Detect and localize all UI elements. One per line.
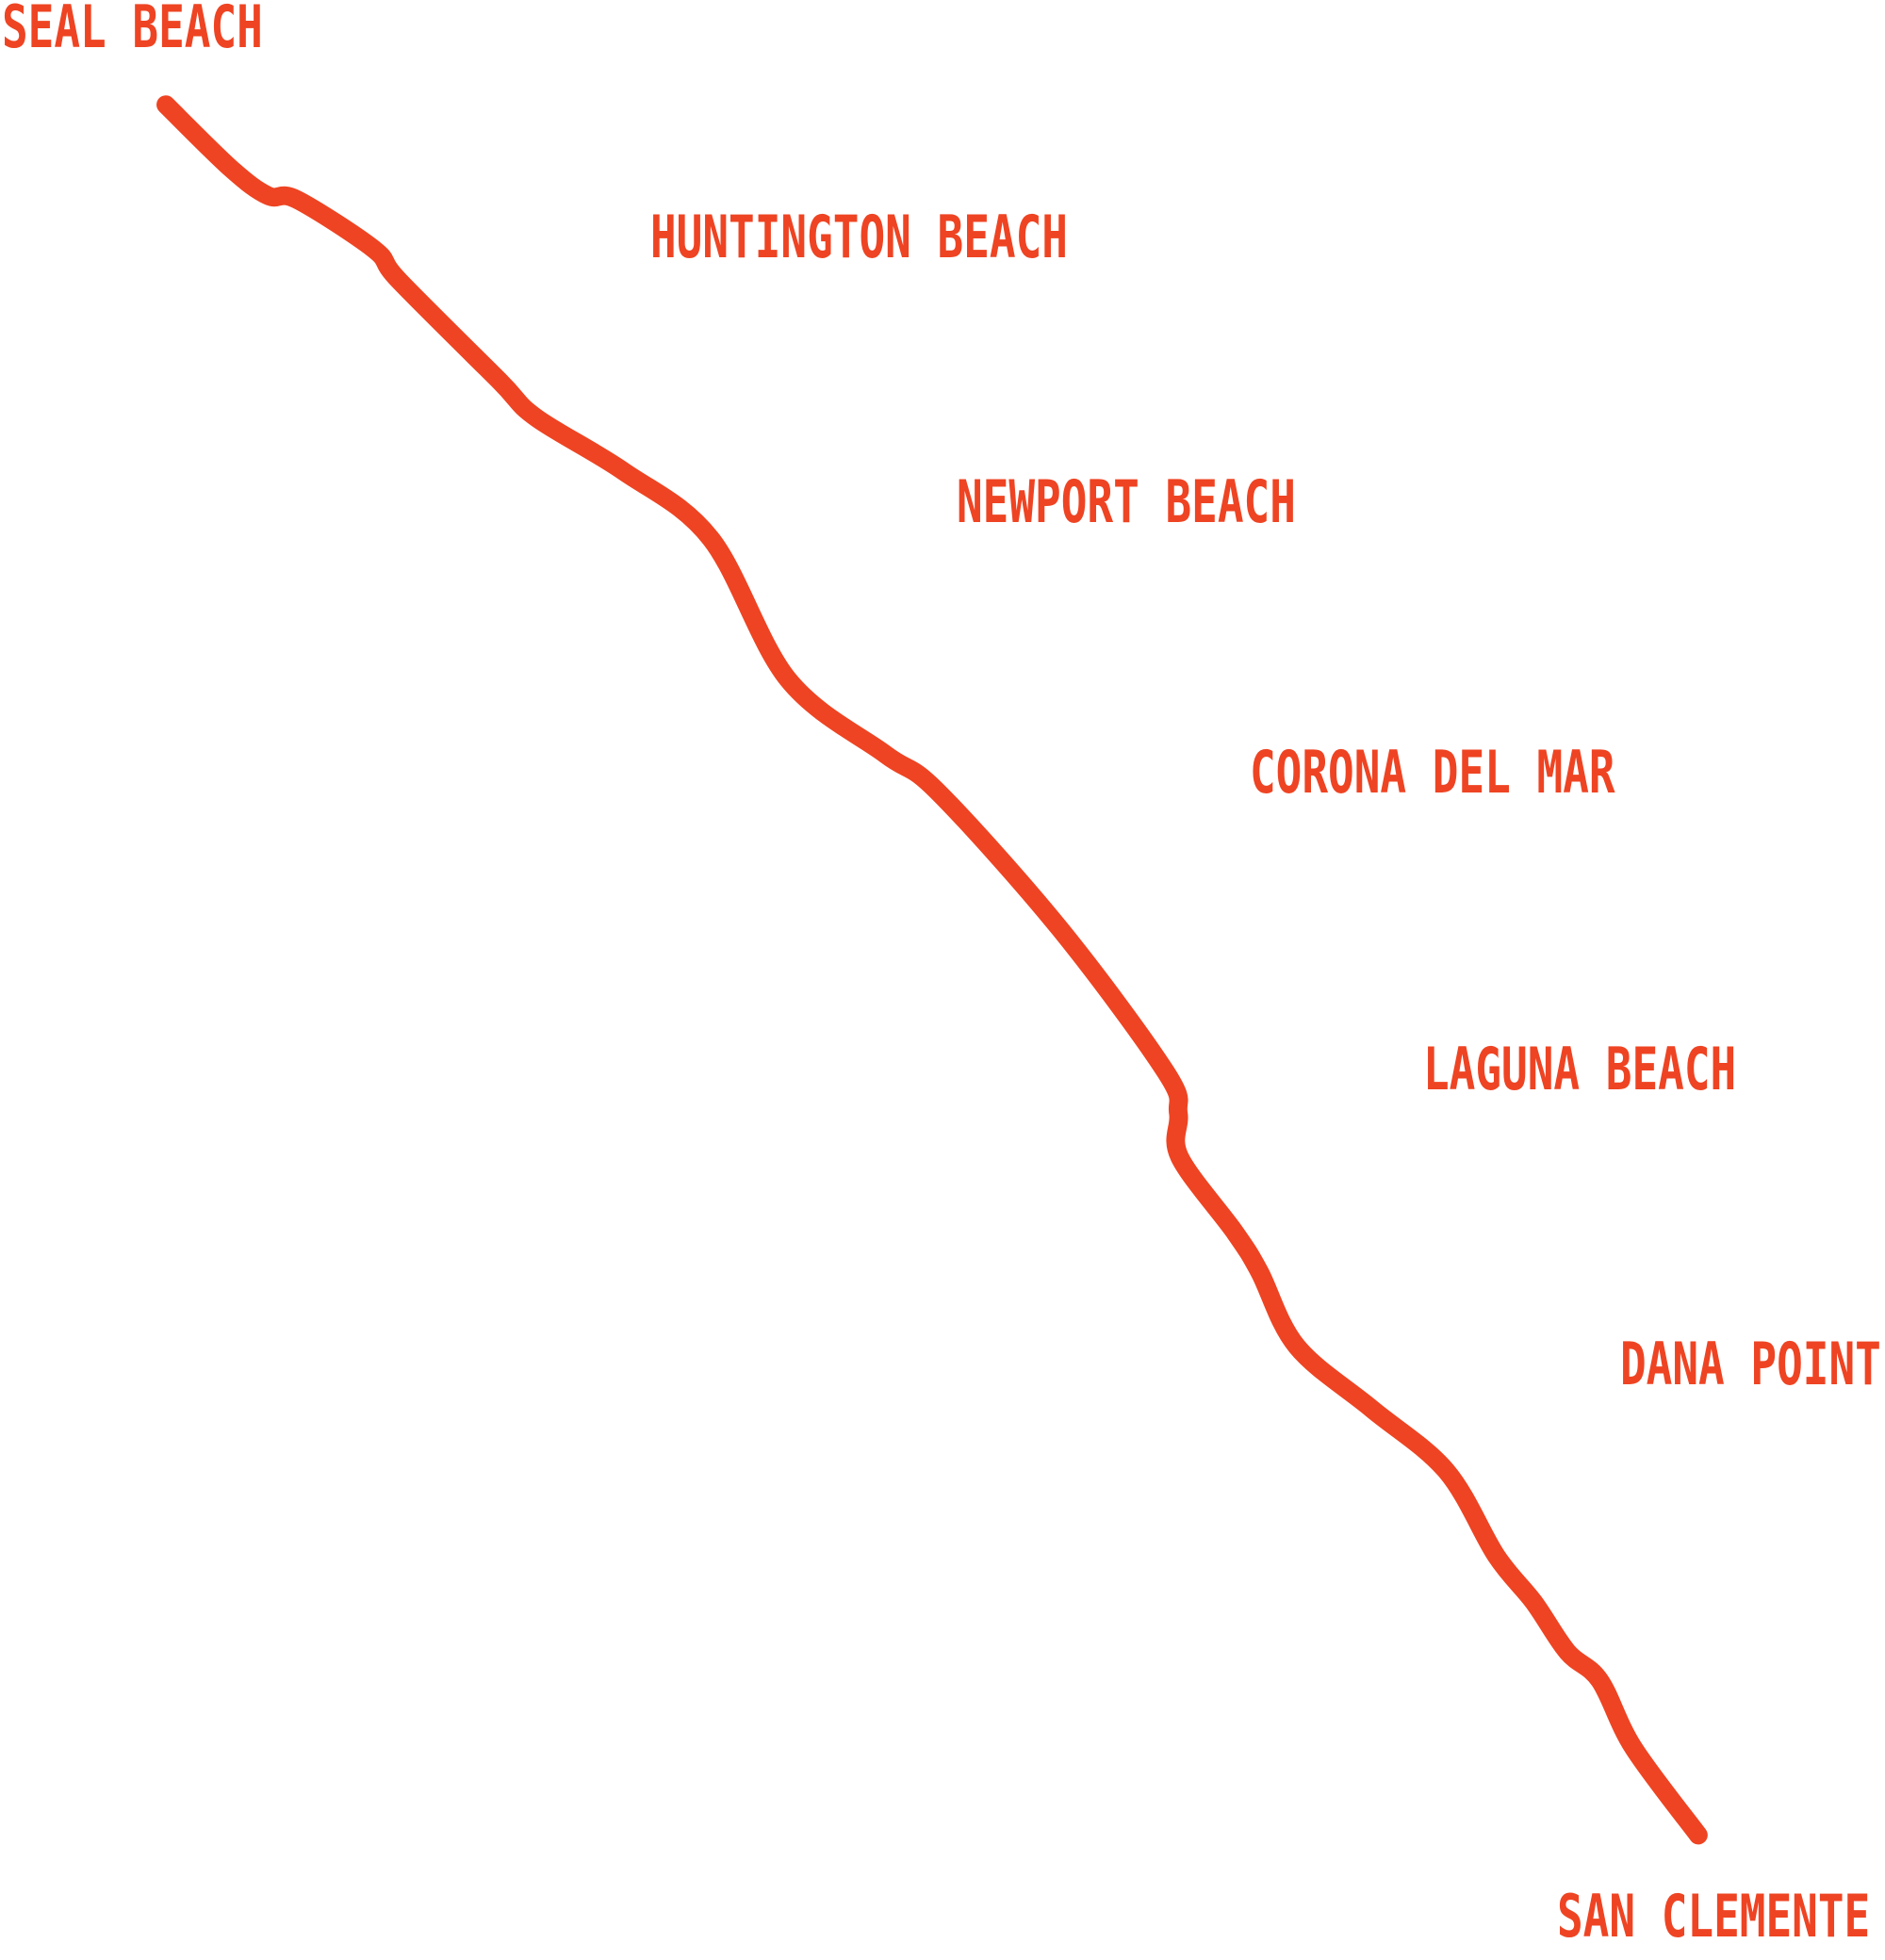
place-label: SEAL BEACH: [2, 0, 263, 61]
place-label-group: DANA POINT: [1620, 1330, 1881, 1398]
place-label: CORONA DEL MAR: [1250, 738, 1615, 807]
place-label: HUNTINGTON BEACH: [650, 203, 1068, 271]
place-label-group: LAGUNA BEACH: [1423, 1035, 1736, 1103]
place-label: LAGUNA BEACH: [1423, 1035, 1736, 1103]
coastline-group: [156, 95, 1708, 1845]
place-label: SAN CLEMENTE: [1557, 1882, 1870, 1951]
place-label-group: CORONA DEL MAR: [1250, 738, 1615, 807]
coastline: [156, 95, 1708, 1845]
place-label-group: HUNTINGTON BEACH: [650, 203, 1068, 271]
place-label-group: NEWPORT BEACH: [957, 467, 1296, 536]
place-label-group: SAN CLEMENTE: [1557, 1882, 1870, 1951]
place-label: DANA POINT: [1620, 1330, 1881, 1398]
place-label-group: SEAL BEACH: [2, 0, 263, 61]
place-label: NEWPORT BEACH: [957, 467, 1296, 536]
